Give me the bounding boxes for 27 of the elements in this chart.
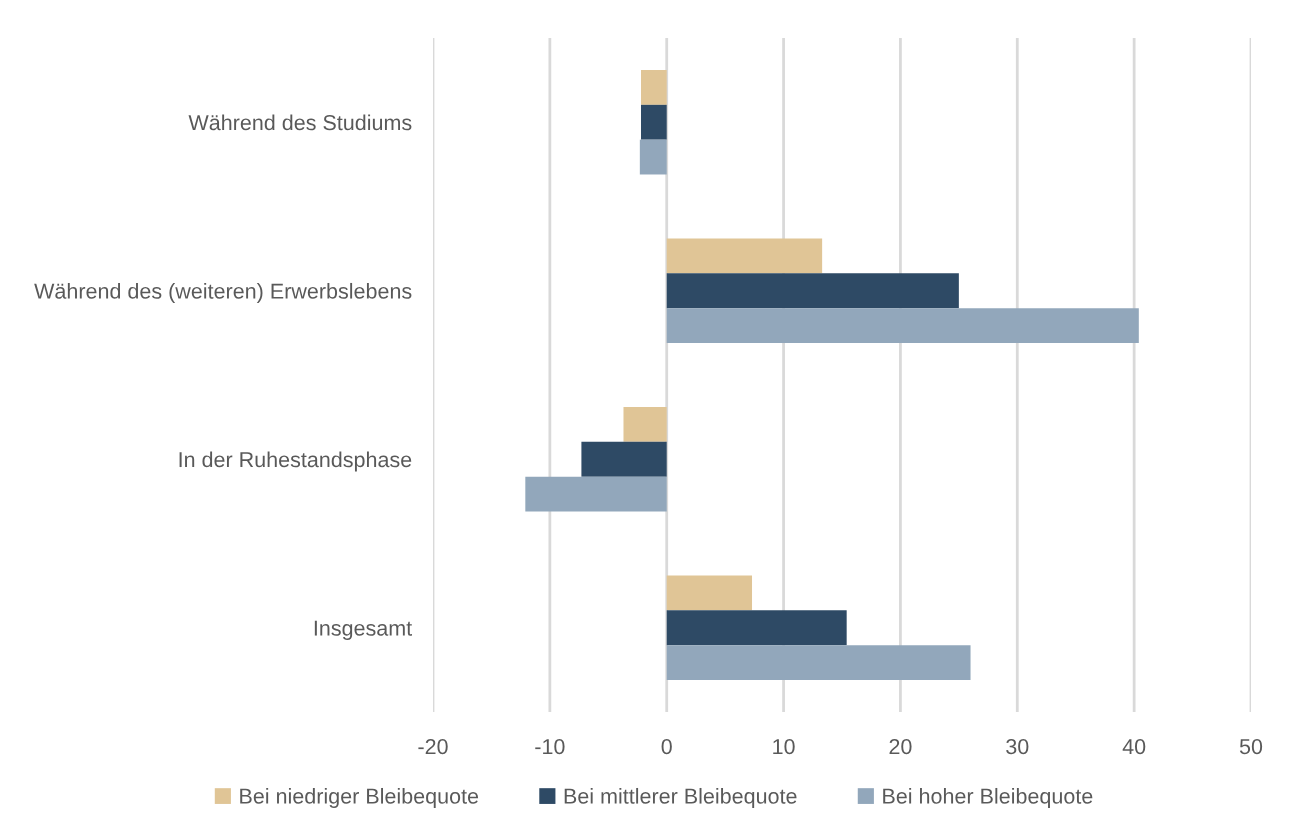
y-tick-label: In der Ruhestandsphase [179,451,412,472]
y-tick-label: Während des Studiums [188,114,412,131]
x-tick-label: 0 [661,738,672,755]
x-tick-label: 30 [1006,738,1029,755]
bar [666,238,823,274]
x-tick-label: -20 [418,738,448,755]
bar [666,308,1139,343]
bar [581,441,667,477]
x-tick-label: -10 [535,738,565,755]
x-tick-label: 50 [1239,738,1263,755]
y-tick-label: Insgesamt [314,620,413,641]
bar [666,273,959,309]
y-tick-label: Während des (weiteren) Erwerbslebens [34,282,412,304]
legend-label: Bei mittlerer Bleibequote [564,787,797,809]
legend-label: Bei hoher Bleibequote [883,787,1093,809]
x-tick-label: 40 [1122,738,1146,755]
bar [623,407,667,442]
legend-label: Bei niedriger Bleibequote [240,787,479,809]
bar [666,610,847,646]
x-tick-label: 10 [773,738,795,755]
bar [666,575,753,611]
bar [525,476,667,512]
bar [666,645,971,680]
bar [641,104,667,140]
bar [641,70,667,105]
bar [639,139,667,175]
x-tick-label: 20 [889,738,912,755]
